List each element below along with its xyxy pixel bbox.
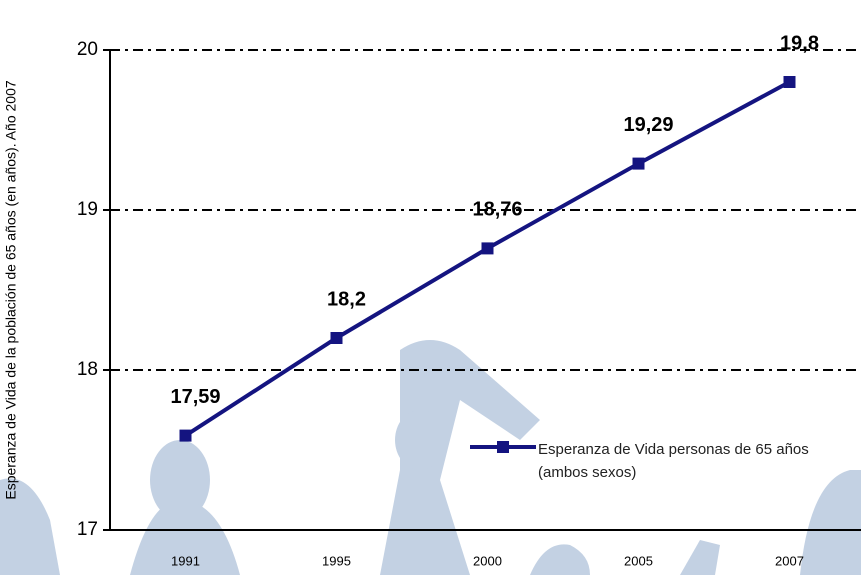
legend-label: Esperanza de Vida personas de 65 años (a… <box>538 441 809 481</box>
x-tick-label: 2007 <box>775 553 804 568</box>
x-tick-label: 1995 <box>322 553 351 568</box>
y-tick-label: 19 <box>77 199 98 220</box>
y-axis-label: Esperanza de Vida de la población de 65 … <box>3 80 19 499</box>
x-tick-label: 2000 <box>473 553 502 568</box>
point-marker <box>632 157 645 170</box>
point-marker <box>481 242 494 255</box>
data-label: 18,76 <box>472 199 522 221</box>
y-tick-label: 17 <box>77 519 98 540</box>
background-silhouette <box>0 340 861 575</box>
y-tick-label: 18 <box>77 359 98 380</box>
data-label: 18,2 <box>327 288 366 310</box>
data-label: 19,8 <box>780 32 819 54</box>
data-label: 17,59 <box>170 386 220 408</box>
data-label: 19,29 <box>623 114 673 136</box>
x-tick-label: 2005 <box>624 553 653 568</box>
point-marker <box>330 332 343 344</box>
y-tick-label: 20 <box>77 39 98 60</box>
point-marker <box>179 429 192 442</box>
point-marker <box>783 76 796 88</box>
x-tick-label: 1991 <box>171 553 200 568</box>
legend-marker <box>497 441 509 453</box>
